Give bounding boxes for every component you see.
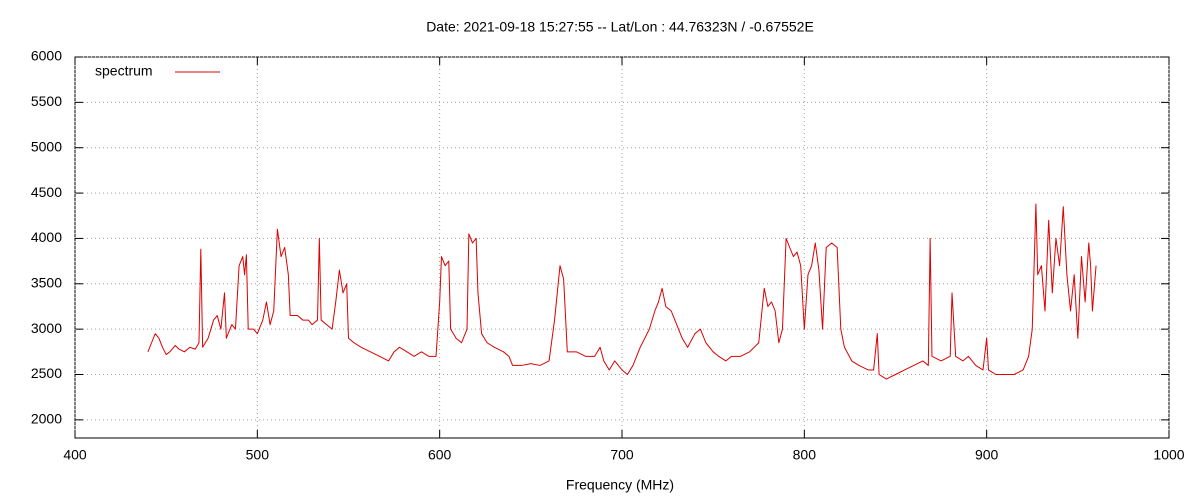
series-line: [147, 203, 1097, 380]
y-tick-label: 3500: [31, 274, 62, 290]
y-tick-label: 4000: [31, 229, 62, 245]
x-tick-label: 900: [975, 447, 999, 463]
x-axis-label: Frequency (MHz): [566, 477, 674, 493]
y-tick-label: 5500: [31, 93, 62, 109]
x-tick-label: 800: [793, 447, 817, 463]
x-tick-label: 500: [246, 447, 270, 463]
plot-frame: [74, 56, 1170, 439]
y-tick-label: 6000: [31, 48, 62, 64]
chart-title: Date: 2021-09-18 15:27:55 -- Lat/Lon : 4…: [426, 19, 814, 35]
legend-label: spectrum: [95, 63, 153, 79]
x-tick-label: 700: [610, 447, 634, 463]
y-tick-label: 5000: [31, 138, 62, 154]
y-tick-label: 2000: [31, 411, 62, 427]
x-tick-label: 1000: [1153, 447, 1184, 463]
y-tick-label: 2500: [31, 365, 62, 381]
x-tick-label: 400: [63, 447, 87, 463]
x-tick-label: 600: [428, 447, 452, 463]
y-tick-label: 3000: [31, 320, 62, 336]
y-tick-label: 4500: [31, 184, 62, 200]
